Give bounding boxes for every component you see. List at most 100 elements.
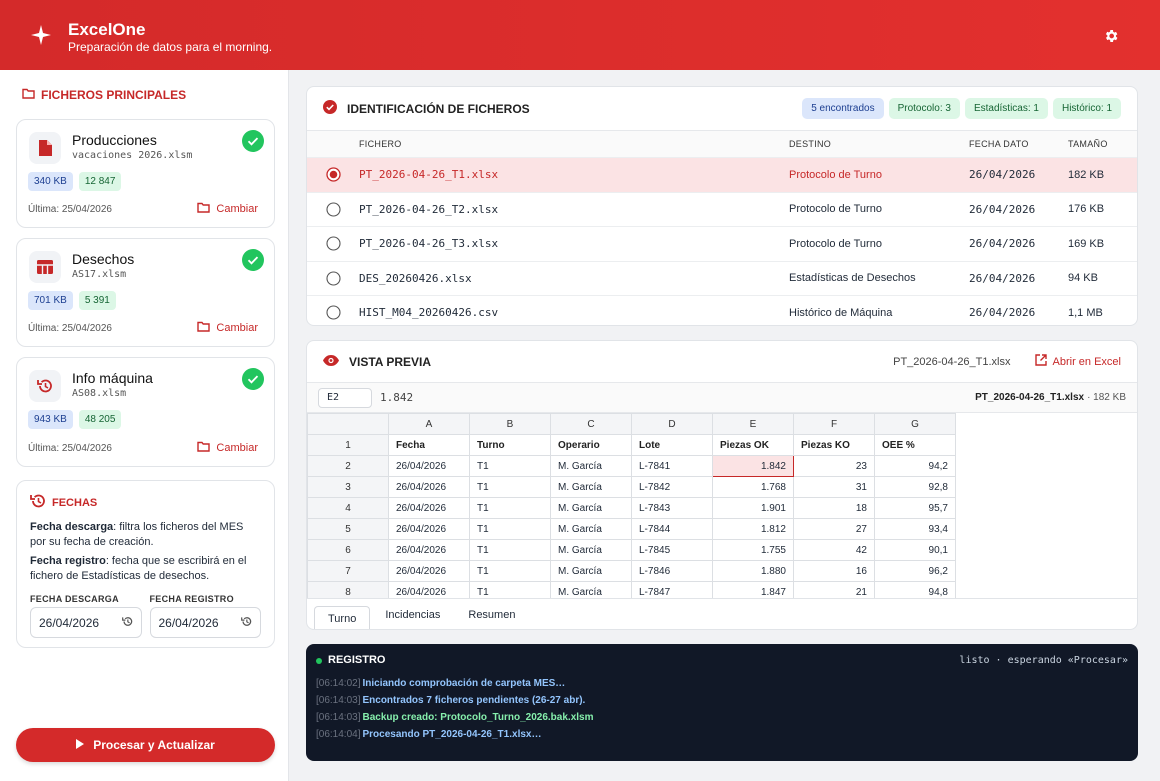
file-name: AS17.xlsm bbox=[72, 269, 127, 280]
sheet-cell[interactable]: M. García bbox=[550, 581, 632, 598]
sheet-cell[interactable]: 96,2 bbox=[874, 560, 956, 582]
sheet-cell[interactable]: L-7843 bbox=[631, 497, 713, 519]
column-header: G bbox=[874, 413, 956, 435]
sheet-cell[interactable]: M. García bbox=[550, 518, 632, 540]
sheet-cell[interactable]: 93,4 bbox=[874, 518, 956, 540]
radio[interactable] bbox=[307, 271, 359, 286]
date-input[interactable]: 26/04/2026 bbox=[30, 607, 142, 638]
date-input[interactable]: 26/04/2026 bbox=[149, 607, 261, 638]
icon-part bbox=[329, 170, 337, 179]
sheet-cell[interactable]: M. García bbox=[550, 476, 632, 498]
sheet-cell[interactable]: 26/04/2026 bbox=[388, 518, 470, 540]
sheet-cell[interactable]: M. García bbox=[550, 497, 632, 519]
radio[interactable] bbox=[307, 305, 359, 320]
formula-bar: E2 1.842 PT_2026-04-26_T1.xlsx · 182 KB bbox=[307, 383, 1137, 413]
sheet-cell[interactable]: 1.768 bbox=[712, 476, 794, 498]
sheet-cell[interactable]: 26/04/2026 bbox=[388, 581, 470, 598]
radio[interactable] bbox=[307, 236, 359, 251]
sheet-cell[interactable]: 95,7 bbox=[874, 497, 956, 519]
sheet-cell[interactable]: L-7842 bbox=[631, 476, 713, 498]
sheet-cell[interactable]: 26/04/2026 bbox=[388, 539, 470, 561]
sheet-cell[interactable]: L-7845 bbox=[631, 539, 713, 561]
sheet-cell[interactable]: T1 bbox=[469, 581, 551, 598]
icon-part bbox=[30, 494, 45, 508]
panel-title: VISTA PREVIA bbox=[349, 354, 432, 369]
sheet-cell[interactable]: 1.812 bbox=[712, 518, 794, 540]
row-cell: Protocolo de Turno bbox=[789, 168, 882, 181]
sheet-cell[interactable]: Fecha bbox=[388, 434, 470, 456]
sheet-tab[interactable]: Incidencias bbox=[385, 609, 441, 621]
sheet-cell[interactable]: 1.847 bbox=[712, 581, 794, 598]
sheet-cell[interactable]: Lote bbox=[631, 434, 713, 456]
sheet-cell[interactable]: 26/04/2026 bbox=[388, 455, 470, 477]
radio[interactable] bbox=[307, 202, 359, 217]
sheet-tab[interactable]: Resumen bbox=[468, 609, 516, 621]
sheet-cell[interactable]: L-7841 bbox=[631, 455, 713, 477]
header-cell: DESTINO bbox=[789, 139, 832, 149]
file-row[interactable]: HIST_M04_20260426.csv Histórico de Máquin… bbox=[307, 296, 1137, 325]
sheet-cell[interactable]: 23 bbox=[793, 455, 875, 477]
row-cell: 26/04/2026 bbox=[969, 306, 1036, 320]
sheet-cell[interactable]: 26/04/2026 bbox=[388, 497, 470, 519]
log-title: REGISTRO bbox=[328, 654, 386, 666]
sheet-cell[interactable]: L-7844 bbox=[631, 518, 713, 540]
date-icon bbox=[121, 616, 133, 630]
file-row[interactable]: DES_20260426.xlsx Estadísticas de Desecho… bbox=[307, 262, 1137, 296]
dates-note: Fecha descarga: filtra los ficheros del … bbox=[30, 520, 261, 550]
sheet-cell[interactable]: 16 bbox=[793, 560, 875, 582]
file-row[interactable]: PT_2026-04-26_T3.xlsx Protocolo de Turno 2… bbox=[307, 227, 1137, 262]
file-row[interactable]: PT_2026-04-26_T1.xlsx Protocolo de Turno 2… bbox=[307, 158, 1137, 193]
sheet-cell[interactable]: 1.842 bbox=[712, 455, 794, 477]
sheet-tab[interactable]: Turno bbox=[314, 605, 371, 629]
sheet-cell[interactable]: 21 bbox=[793, 581, 875, 598]
sheet-cell[interactable]: 94,2 bbox=[874, 455, 956, 477]
process-button[interactable]: Procesar y Actualizar bbox=[16, 728, 275, 762]
settings-button[interactable] bbox=[1103, 28, 1119, 44]
log-text: Backup creado: Protocolo_Turno_2026.bak.… bbox=[362, 712, 594, 723]
sheet-cell[interactable]: 1.901 bbox=[712, 497, 794, 519]
sheet-cell[interactable]: T1 bbox=[469, 476, 551, 498]
sheet-cell[interactable]: T1 bbox=[469, 560, 551, 582]
sheet-cell[interactable]: T1 bbox=[469, 455, 551, 477]
change-button[interactable]: Cambiar bbox=[197, 202, 258, 216]
sheet-cell[interactable]: 18 bbox=[793, 497, 875, 519]
radio[interactable] bbox=[307, 167, 359, 182]
sheet-cell[interactable]: Operario bbox=[550, 434, 632, 456]
sheet-cell[interactable]: OEE % bbox=[874, 434, 956, 456]
sheet-cell[interactable]: 26/04/2026 bbox=[388, 476, 470, 498]
last-update: Última: 25/04/2026 bbox=[28, 323, 112, 334]
sheet-cell[interactable]: T1 bbox=[469, 518, 551, 540]
sheet-cell[interactable]: L-7846 bbox=[631, 560, 713, 582]
sheet-cell[interactable]: L-7847 bbox=[631, 581, 713, 598]
sheet-cell[interactable]: Turno bbox=[469, 434, 551, 456]
date-icon bbox=[241, 616, 252, 630]
sheet-cell[interactable]: 42 bbox=[793, 539, 875, 561]
date-field: FECHA REGISTRO 26/04/2026 bbox=[149, 594, 261, 638]
change-label: Cambiar bbox=[216, 322, 258, 334]
change-button[interactable]: Cambiar bbox=[197, 441, 258, 455]
icon-part bbox=[1105, 30, 1118, 42]
icon-part bbox=[1034, 354, 1047, 366]
row-cell: Histórico de Máquina bbox=[789, 306, 893, 319]
sheet-cell[interactable]: T1 bbox=[469, 539, 551, 561]
sheet-cell[interactable]: 92,8 bbox=[874, 476, 956, 498]
sheet-cell[interactable]: 1.880 bbox=[712, 560, 794, 582]
icon-part bbox=[197, 441, 211, 452]
change-button[interactable]: Cambiar bbox=[197, 321, 258, 335]
sheet-cell[interactable]: M. García bbox=[550, 455, 632, 477]
sheet-cell[interactable]: Piezas KO bbox=[793, 434, 875, 456]
sheet-cell[interactable]: T1 bbox=[469, 497, 551, 519]
open-excel[interactable]: Abrir en Excel bbox=[1034, 354, 1121, 369]
sheet-cell[interactable]: 31 bbox=[793, 476, 875, 498]
sheet-cell[interactable]: 27 bbox=[793, 518, 875, 540]
sheet-cell[interactable]: 90,1 bbox=[874, 539, 956, 561]
sheet-cell[interactable]: 1.755 bbox=[712, 539, 794, 561]
log-panel: REGISTRO listo · esperando «Procesar» [06:… bbox=[306, 644, 1138, 761]
sheet-cell[interactable]: Piezas OK bbox=[712, 434, 794, 456]
sheet-cell[interactable]: 26/04/2026 bbox=[388, 560, 470, 582]
preview-panel: VISTA PREVIA PT_2026-04-26_T1.xlsx Abrir e… bbox=[306, 340, 1138, 630]
sheet-cell[interactable]: 94,8 bbox=[874, 581, 956, 598]
sheet-cell[interactable]: M. García bbox=[550, 539, 632, 561]
sheet-cell[interactable]: M. García bbox=[550, 560, 632, 582]
file-row[interactable]: PT_2026-04-26_T2.xlsx Protocolo de Turno 2… bbox=[307, 193, 1137, 227]
